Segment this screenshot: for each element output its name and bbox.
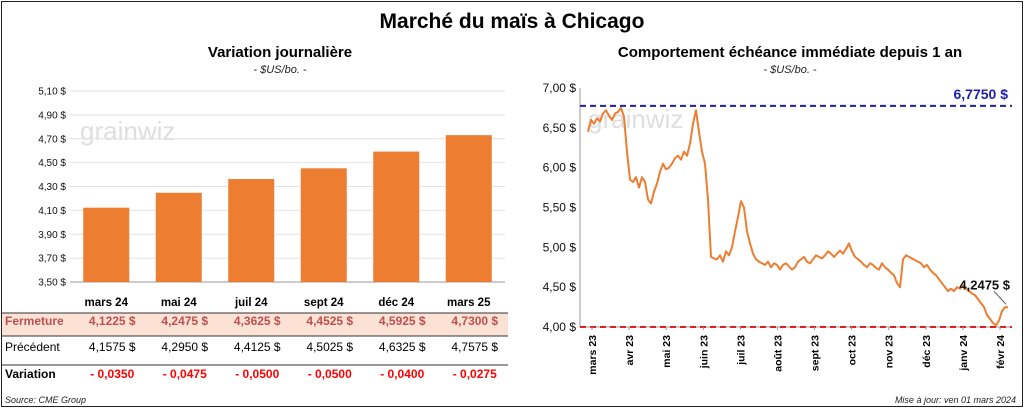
table-cell: 4,2475 $ <box>161 314 208 328</box>
table-cell: 4,1225 $ <box>89 314 136 328</box>
x-tick-label: avr 23 <box>624 335 636 366</box>
y-tick-label: 4,30 $ <box>38 182 66 193</box>
table-cell: 4,5925 $ <box>379 314 426 328</box>
table-row-label: Variation <box>5 367 56 381</box>
x-tick-label: févr 24 <box>995 335 1007 369</box>
right-chart-unit: - $US/bo. - <box>763 64 817 76</box>
last-value-leader <box>993 290 1007 305</box>
x-tick-label: août 23 <box>772 335 784 372</box>
bar <box>83 207 130 282</box>
x-tick-label: mai 24 <box>161 297 197 309</box>
x-tick-label: sept 24 <box>304 297 344 309</box>
left-chart-title: Variation journalière <box>207 44 353 61</box>
y-tick-label: 6,00 $ <box>543 161 577 175</box>
y-tick-label: 4,90 $ <box>38 110 66 121</box>
table-cell: 4,5025 $ <box>306 340 353 354</box>
table-cell: - 0,0350 <box>90 367 134 381</box>
x-tick-label: oct 23 <box>847 335 859 366</box>
source-note: Source: CME Group <box>5 395 87 405</box>
table-cell: - 0,0475 <box>163 367 207 381</box>
update-note: Mise à jour: ven 01 mars 2024 <box>894 395 1016 405</box>
table-cell: 4,7300 $ <box>451 314 498 328</box>
y-tick-label: 4,70 $ <box>38 134 66 145</box>
table-cell: 4,4125 $ <box>234 340 281 354</box>
y-tick-label: 4,10 $ <box>38 206 66 217</box>
price-line <box>587 106 1009 327</box>
bar <box>155 192 202 282</box>
bar <box>300 168 347 282</box>
table-row-label: Fermeture <box>5 314 64 328</box>
y-tick-label: 6,50 $ <box>543 121 577 135</box>
y-tick-label: 3,50 $ <box>38 278 66 289</box>
x-tick-label: nov 23 <box>884 335 896 368</box>
x-tick-label: déc 24 <box>378 297 414 309</box>
table-cell: 4,4525 $ <box>306 314 353 328</box>
x-tick-label: sept 23 <box>810 335 822 371</box>
y-tick-label: 3,70 $ <box>38 254 66 265</box>
y-tick-label: 7,00 $ <box>543 81 577 95</box>
y-tick-label: 3,90 $ <box>38 230 66 241</box>
table-cell: - 0,0275 <box>453 367 497 381</box>
y-tick-label: 5,50 $ <box>543 201 577 215</box>
x-tick-label: juil 24 <box>234 297 268 309</box>
y-tick-label: 5,00 $ <box>543 240 577 254</box>
bar-chart: grainwiz 3,50 $ 3,70 $ 3,90 $ 4,10 $ 4,30 $ 4,… <box>2 87 508 381</box>
table-row-label: Précédent <box>5 340 60 354</box>
watermark: grainwiz <box>588 104 683 134</box>
x-tick-label: mai 23 <box>661 335 673 368</box>
bar <box>228 179 275 282</box>
line-chart: grainwiz 4,00 $ 4,50 $ 5,00 $ 5,50 $ 6,00 $ 6,… <box>543 81 1012 375</box>
watermark: grainwiz <box>80 116 175 146</box>
x-tick-label: juil 23 <box>735 335 747 366</box>
bar <box>373 151 420 282</box>
x-tick-label: déc 23 <box>921 335 933 368</box>
bar <box>445 135 492 282</box>
table-cell: - 0,0500 <box>308 367 352 381</box>
y-tick-label: 4,00 $ <box>543 320 577 334</box>
table-cell: 4,6325 $ <box>379 340 426 354</box>
y-tick-label: 4,50 $ <box>543 280 577 294</box>
high-value-label: 6,7750 $ <box>954 86 1009 102</box>
page-title: Marché du maïs à Chicago <box>379 10 645 33</box>
x-tick-label: mars 23 <box>587 335 599 375</box>
last-value-label: 4,2475 $ <box>959 277 1010 292</box>
x-tick-label: mars 25 <box>447 297 491 309</box>
table-cell: 4,1575 $ <box>89 340 136 354</box>
x-tick-label: juin 23 <box>698 335 710 369</box>
closing-row-highlight <box>2 313 508 336</box>
table-cell: 4,2950 $ <box>161 340 208 354</box>
x-tick-label: mars 24 <box>85 297 129 309</box>
left-chart-unit: - $US/bo. - <box>253 64 307 76</box>
y-tick-label: 5,10 $ <box>38 87 66 98</box>
table-cell: 4,7575 $ <box>451 340 498 354</box>
table-cell: 4,3625 $ <box>234 314 281 328</box>
right-chart-title: Comportement échéance immédiate depuis 1… <box>617 44 963 61</box>
table-cell: - 0,0500 <box>235 367 279 381</box>
x-tick-label: janv 24 <box>958 335 970 372</box>
y-tick-label: 4,50 $ <box>38 158 66 169</box>
table-cell: - 0,0400 <box>380 367 424 381</box>
